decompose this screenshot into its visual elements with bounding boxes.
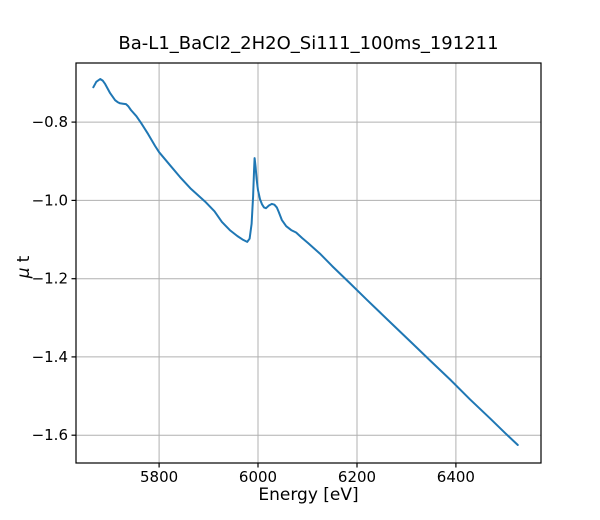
x-axis-label: Energy [eV] (258, 485, 359, 505)
x-tick-label: 6200 (338, 468, 376, 486)
x-tick-label: 6000 (239, 468, 277, 486)
y-tick-label: −1.6 (32, 426, 68, 444)
data-line (92, 78, 519, 446)
chart-title: Ba-L1_BaCl2_2H2O_Si111_100ms_191211 (118, 33, 499, 54)
x-tick-label: 5800 (140, 468, 178, 486)
y-tick-label: −1.2 (32, 270, 68, 288)
y-tick-label: −1.4 (32, 348, 68, 366)
x-tick-label: 6400 (437, 468, 475, 486)
y-tick-label: −0.8 (32, 113, 68, 131)
axes-frame (75, 62, 542, 464)
y-tick-label: −1.0 (32, 191, 68, 209)
